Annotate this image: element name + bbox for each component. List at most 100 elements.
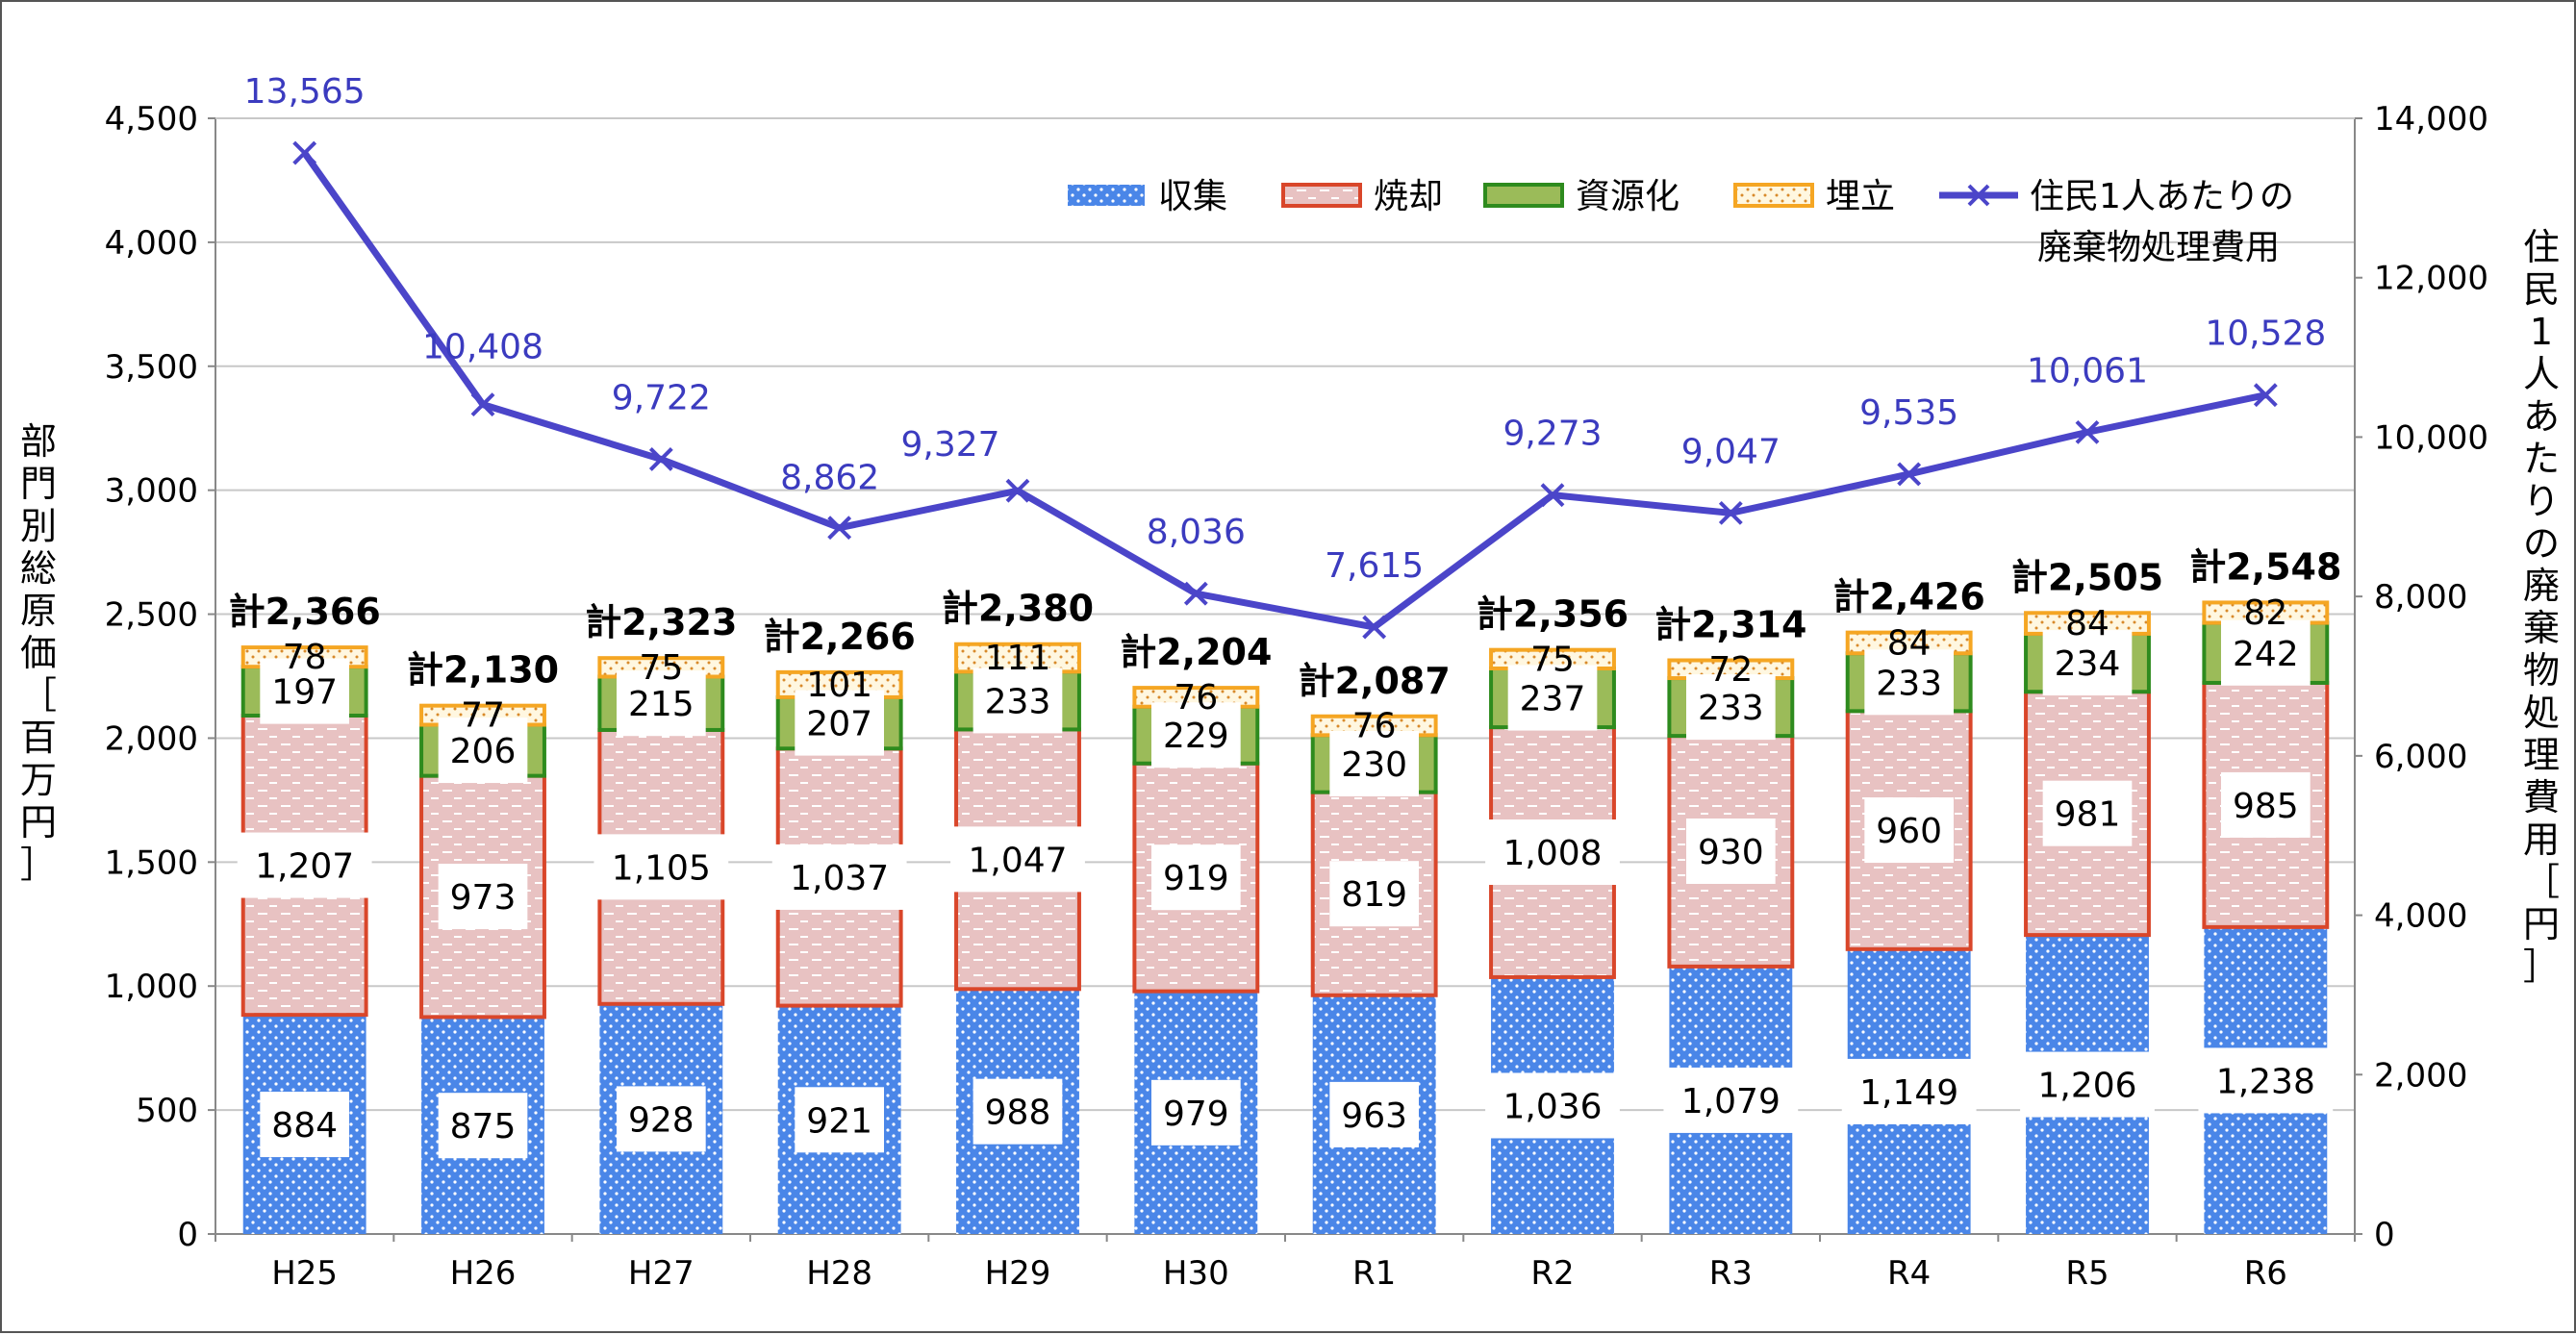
legend-swatch-recycling [1483, 183, 1564, 208]
x-tick-label: R1 [1352, 1254, 1396, 1293]
line-value-label: 8,862 [780, 459, 879, 498]
segment-label-recycling: 242 [2233, 635, 2299, 674]
segment-label-incineration: 1,008 [1503, 834, 1602, 873]
segment-label-recycling: 233 [1876, 664, 1942, 703]
line-point-marker [1362, 615, 1387, 640]
segment-label-landfill: 84 [2065, 604, 2109, 643]
legend-label-per-capita: 廃棄物処理費用 [2037, 228, 2280, 267]
segment-label-box [972, 668, 1063, 734]
line-point-marker [1183, 581, 1208, 606]
bar-total-label: 計2,130 [407, 649, 559, 692]
bar-total-label: 計2,505 [2011, 556, 2163, 598]
y2-axis-title-char: ［ [2523, 861, 2560, 903]
legend-label-recycling: 資源化 [1576, 177, 1679, 216]
bar-total-label: 計2,314 [1654, 604, 1806, 646]
legend-swatch-collection [1068, 185, 1145, 206]
y2-tick-label: 10,000 [2374, 418, 2488, 457]
segment-label-incineration: 973 [450, 878, 517, 918]
bar-total-label: 計2,426 [1833, 576, 1985, 618]
segment-label-landfill: 111 [985, 639, 1051, 678]
bar-total-label: 計2,366 [229, 591, 381, 633]
y-axis-title-char: 百 [20, 717, 57, 759]
segment-label-recycling: 206 [450, 732, 517, 771]
y2-axis-title-char: た [2523, 438, 2560, 480]
y-axis-title-char: 総 [20, 547, 57, 590]
line-value-label: 10,408 [422, 328, 543, 367]
segment-label-box [616, 670, 706, 737]
y-tick-label: 1,000 [105, 968, 198, 1006]
segment-label-collection: 1,206 [2037, 1067, 2136, 1106]
x-tick-label: H27 [628, 1254, 695, 1293]
segment-label-landfill: 78 [283, 638, 327, 677]
y-tick-label: 1,500 [105, 844, 198, 882]
y-tick-label: 4,500 [105, 100, 198, 139]
legend-label-incineration: 焼却 [1374, 177, 1443, 216]
y-axis-title-char: ］ [20, 844, 57, 886]
segment-label-recycling: 197 [271, 673, 338, 713]
segment-label-box [1507, 665, 1598, 731]
segment-label-collection: 1,036 [1503, 1087, 1602, 1126]
line-point-marker [2075, 419, 2100, 444]
legend-line-marker [1967, 184, 1990, 207]
segment-label-incineration: 1,037 [790, 859, 889, 898]
segment-label-collection: 1,238 [2216, 1062, 2315, 1101]
segment-label-recycling: 229 [1163, 717, 1229, 756]
y2-axis-title-char: り [2523, 480, 2560, 522]
y-axis-title-char: ［ [20, 674, 57, 717]
segment-label-box [1864, 797, 1955, 864]
y2-axis-title-char: 円 [2523, 903, 2560, 945]
y2-axis-title-char: 費 [2523, 776, 2560, 819]
y2-tick-label: 14,000 [2374, 100, 2488, 139]
y2-axis-title-char: 民 [2523, 268, 2560, 311]
legend-label-per-capita: 住民1人あたりの [2030, 177, 2294, 216]
x-tick-label: H30 [1163, 1254, 1229, 1293]
y-axis-title-char: 部 [20, 420, 57, 463]
segment-label-box [260, 1092, 350, 1158]
segment-label-landfill: 75 [639, 648, 683, 688]
x-tick-label: H29 [985, 1254, 1051, 1293]
per-capita-line: 13,565 10,408 9,722 8,862 9,327 8,036 7,615 9,2… [244, 72, 2326, 640]
y2-axis-title-char: ］ [2523, 945, 2560, 988]
segment-label-collection: 1,079 [1681, 1082, 1780, 1121]
segment-label-box [2198, 1047, 2334, 1114]
line-value-label: 9,327 [900, 425, 999, 465]
y2-tick-label: 0 [2374, 1216, 2395, 1254]
segment-label-landfill: 76 [1352, 707, 1397, 746]
segment-label-box [1485, 1072, 1620, 1139]
segment-label-box [2042, 780, 2133, 846]
y-axis-title-char: 円 [20, 801, 57, 844]
segment-label-box [593, 834, 729, 900]
segment-label-box [1485, 819, 1620, 886]
legend-swatch-incineration [1281, 183, 1362, 208]
segment-label-box [1329, 1081, 1420, 1147]
line-value-label: 9,047 [1681, 432, 1780, 471]
segment-label-landfill: 84 [1887, 623, 1932, 663]
segment-label-incineration: 930 [1698, 833, 1764, 872]
segment-label-landfill: 82 [2243, 593, 2287, 633]
y2-axis-title-char: 棄 [2523, 607, 2560, 649]
y-tick-label: 3,500 [105, 348, 198, 387]
line-value-label: 8,036 [1147, 513, 1246, 552]
line-value-label: 10,528 [2205, 315, 2326, 354]
x-tick-label: R3 [1709, 1254, 1753, 1293]
bar-total-label: 計2,204 [1120, 631, 1272, 673]
x-tick-label: H28 [806, 1254, 872, 1293]
segment-label-incineration: 919 [1163, 859, 1229, 898]
segment-label-collection: 1,149 [1859, 1073, 1958, 1113]
y2-axis-title-char: 人 [2523, 353, 2560, 395]
x-tick-label: R2 [1530, 1254, 1574, 1293]
segment-label-collection: 884 [271, 1106, 338, 1146]
per-capita-line-path [301, 151, 2267, 631]
y-axis-title-char: 価 [20, 632, 57, 674]
bar-total-label: 計2,087 [1299, 660, 1451, 702]
segment-label-landfill: 101 [806, 666, 872, 705]
segment-label-box [1329, 861, 1420, 927]
segment-label-incineration: 1,047 [968, 841, 1067, 880]
x-tick-label: R4 [1887, 1254, 1931, 1293]
y2-axis-title-char: あ [2523, 395, 2560, 438]
segment-label-collection: 928 [628, 1100, 695, 1140]
segment-label-collection: 988 [985, 1094, 1051, 1133]
